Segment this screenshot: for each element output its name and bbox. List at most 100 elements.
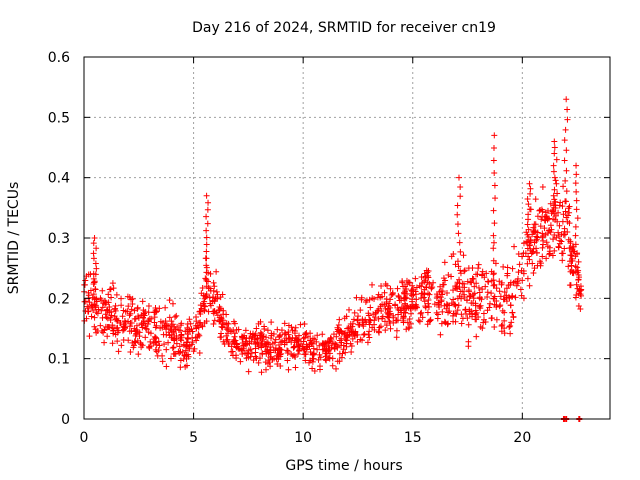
data-point <box>550 162 557 169</box>
data-point <box>285 366 292 373</box>
data-point <box>436 304 443 311</box>
data-point <box>526 206 533 213</box>
data-point <box>378 283 385 290</box>
data-point <box>511 243 518 250</box>
data-point <box>400 314 407 321</box>
data-point <box>388 292 395 299</box>
data-point <box>484 289 491 296</box>
data-point <box>490 257 497 264</box>
data-point <box>272 336 279 343</box>
data-point <box>135 351 142 358</box>
data-point <box>177 357 184 364</box>
data-point <box>268 335 275 342</box>
data-point <box>241 342 248 349</box>
data-point <box>125 337 132 344</box>
data-point <box>306 341 313 348</box>
data-point <box>469 275 476 282</box>
data-point <box>491 182 498 189</box>
data-point <box>386 300 393 307</box>
data-point <box>375 291 382 298</box>
data-point <box>499 321 506 328</box>
data-point <box>375 315 382 322</box>
data-point <box>300 345 307 352</box>
data-point <box>526 241 533 248</box>
data-point <box>210 321 217 328</box>
data-point <box>520 240 527 247</box>
data-point <box>172 350 179 357</box>
data-point <box>517 286 524 293</box>
data-point <box>231 320 238 327</box>
data-point <box>316 342 323 349</box>
data-point <box>276 333 283 340</box>
data-point <box>434 315 441 322</box>
data-point <box>328 344 335 351</box>
data-point <box>574 264 581 271</box>
data-point <box>366 316 373 323</box>
data-point <box>460 252 467 259</box>
data-point <box>530 270 537 277</box>
data-point <box>439 288 446 295</box>
data-point <box>562 177 569 184</box>
data-point <box>220 311 227 318</box>
data-point <box>484 307 491 314</box>
data-point <box>470 295 477 302</box>
data-point <box>152 346 159 353</box>
data-point <box>88 313 95 320</box>
data-point <box>377 303 384 310</box>
data-point <box>515 251 522 258</box>
data-point <box>180 341 187 348</box>
data-point <box>193 337 200 344</box>
data-point <box>281 341 288 348</box>
data-point <box>284 347 291 354</box>
data-point <box>109 340 116 347</box>
data-point <box>202 275 209 282</box>
data-point <box>453 311 460 318</box>
data-point <box>501 309 508 316</box>
data-point <box>546 227 553 234</box>
data-point <box>257 355 264 362</box>
data-point <box>439 281 446 288</box>
data-point <box>358 296 365 303</box>
data-point <box>169 344 176 351</box>
data-point <box>425 272 432 279</box>
data-point <box>202 293 209 300</box>
data-point <box>248 338 255 345</box>
data-point <box>406 324 413 331</box>
data-point <box>129 295 136 302</box>
data-point <box>573 162 580 169</box>
data-point <box>537 260 544 267</box>
data-point <box>402 301 409 308</box>
data-point <box>421 298 428 305</box>
data-point <box>448 300 455 307</box>
data-point <box>324 350 331 357</box>
data-point <box>520 250 527 257</box>
data-point <box>559 203 566 210</box>
data-point <box>469 265 476 272</box>
data-point <box>266 349 273 356</box>
data-point <box>219 291 226 298</box>
data-point <box>488 315 495 322</box>
data-point <box>457 270 464 277</box>
data-point <box>539 253 546 260</box>
data-point <box>344 325 351 332</box>
data-point <box>490 157 497 164</box>
data-point <box>151 314 158 321</box>
data-point <box>551 150 558 157</box>
data-point <box>118 342 125 349</box>
data-point <box>366 328 373 335</box>
data-point <box>575 302 582 309</box>
data-point <box>563 96 570 103</box>
data-point <box>450 318 457 325</box>
data-point <box>155 338 162 345</box>
data-point <box>125 303 132 310</box>
data-point <box>386 311 393 318</box>
data-point <box>518 292 525 299</box>
data-point <box>91 301 98 308</box>
data-point <box>452 302 459 309</box>
data-point <box>490 232 497 239</box>
y-tick-label: 0.6 <box>48 50 70 66</box>
data-point <box>277 350 284 357</box>
data-point <box>566 245 573 252</box>
data-point <box>334 326 341 333</box>
data-point <box>418 274 425 281</box>
